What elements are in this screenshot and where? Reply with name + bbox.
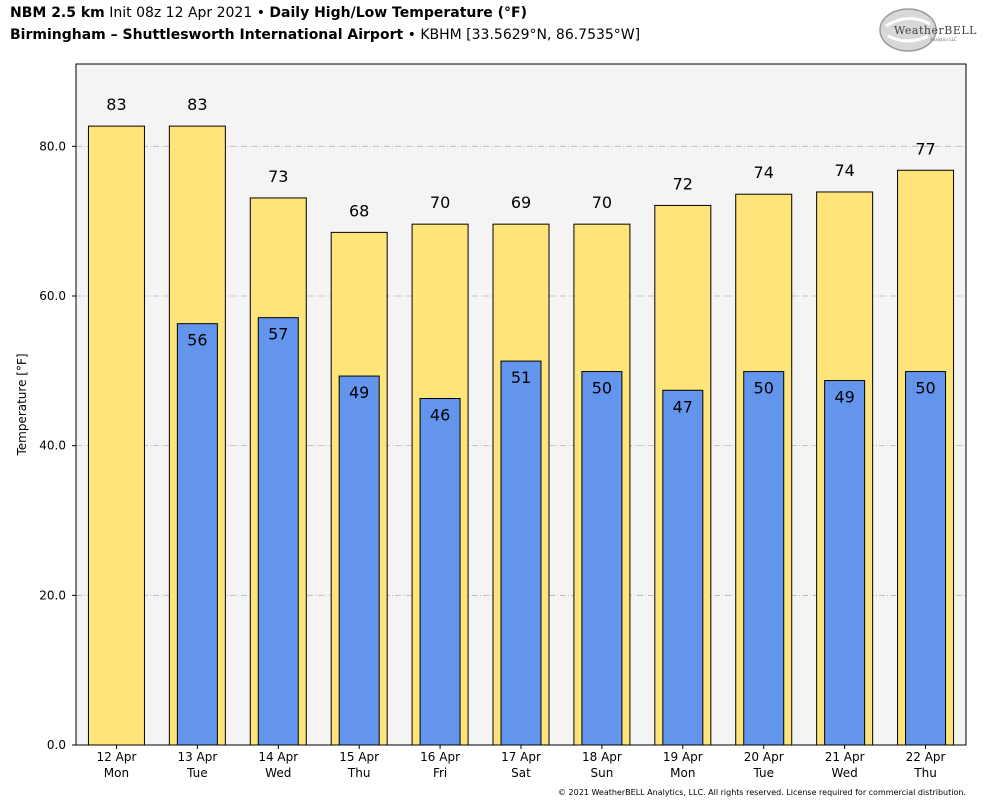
high-temp-label: 77 xyxy=(915,139,935,158)
logo-subtext: Analytics LLC xyxy=(930,37,957,42)
x-tick-day: Mon xyxy=(670,766,695,780)
x-tick-date: 13 Apr xyxy=(177,750,217,764)
low-temp-bar xyxy=(176,323,218,746)
low-temp-bar xyxy=(257,317,299,746)
model-name: NBM 2.5 km xyxy=(10,5,105,21)
x-tick-day: Mon xyxy=(104,766,129,780)
separator: • xyxy=(407,27,416,43)
x-tick-date: 15 Apr xyxy=(339,750,379,764)
x-tick-day: Sun xyxy=(590,766,613,780)
x-tick-date: 17 Apr xyxy=(501,750,541,764)
high-temp-label: 70 xyxy=(430,193,450,212)
x-tick-date: 18 Apr xyxy=(582,750,622,764)
low-temp-label: 49 xyxy=(834,388,854,407)
high-temp-label: 74 xyxy=(834,161,854,180)
low-temp-label: 57 xyxy=(268,325,288,344)
low-temp-bar xyxy=(743,371,785,746)
x-tick-date: 19 Apr xyxy=(663,750,703,764)
high-temp-label: 73 xyxy=(268,167,288,186)
x-tick-day: Fri xyxy=(433,766,447,780)
location-name: Birmingham – Shuttlesworth International… xyxy=(10,27,404,43)
x-tick-date: 16 Apr xyxy=(420,750,460,764)
logo-text: WeatherBELL xyxy=(894,24,977,37)
low-temp-label: 56 xyxy=(187,331,207,350)
low-temp-bar xyxy=(500,360,542,746)
y-tick-label: 40.0 xyxy=(39,439,66,453)
init-time: Init 08z 12 Apr 2021 xyxy=(109,5,253,21)
x-tick-date: 12 Apr xyxy=(97,750,137,764)
high-temp-label: 83 xyxy=(187,95,207,114)
high-temp-bar xyxy=(87,125,145,746)
low-temp-label: 49 xyxy=(349,383,369,402)
low-temp-bar xyxy=(662,389,704,746)
y-tick-label: 80.0 xyxy=(39,139,66,153)
x-tick-date: 21 Apr xyxy=(825,750,865,764)
high-temp-label: 72 xyxy=(673,174,693,193)
high-temp-label: 83 xyxy=(106,95,126,114)
copyright-notice: © 2021 WeatherBELL Analytics, LLC. All r… xyxy=(558,788,966,797)
separator: • xyxy=(256,5,265,21)
x-tick-day: Tue xyxy=(186,766,208,780)
low-temp-label: 51 xyxy=(511,368,531,387)
high-temp-label: 68 xyxy=(349,201,369,220)
x-tick-date: 14 Apr xyxy=(258,750,298,764)
x-tick-day: Sat xyxy=(511,766,531,780)
x-tick-day: Wed xyxy=(832,766,858,780)
low-temp-label: 50 xyxy=(754,379,774,398)
low-temp-label: 47 xyxy=(673,397,693,416)
y-axis-label: Temperature [°F] xyxy=(15,353,29,456)
low-temp-bar xyxy=(905,371,947,746)
x-tick-day: Tue xyxy=(752,766,774,780)
chart-title-line-2: Birmingham – Shuttlesworth International… xyxy=(10,27,640,43)
low-temp-bar xyxy=(581,371,623,746)
high-temp-label: 70 xyxy=(592,193,612,212)
product-name: Daily High/Low Temperature (°F) xyxy=(269,5,527,21)
low-temp-bar xyxy=(419,398,461,746)
low-temp-label: 50 xyxy=(915,379,935,398)
x-tick-date: 22 Apr xyxy=(906,750,946,764)
low-temp-bar xyxy=(824,380,866,746)
high-temp-label: 69 xyxy=(511,193,531,212)
high-temp-label: 74 xyxy=(754,163,774,182)
y-tick-label: 0.0 xyxy=(47,738,66,752)
y-tick-label: 60.0 xyxy=(39,289,66,303)
x-tick-day: Thu xyxy=(913,766,937,780)
low-temp-label: 50 xyxy=(592,379,612,398)
station-info: KBHM [33.5629°N, 86.7535°W] xyxy=(420,27,641,43)
x-tick-day: Wed xyxy=(265,766,291,780)
chart-title-line-1: NBM 2.5 km Init 08z 12 Apr 2021 • Daily … xyxy=(10,5,527,21)
y-tick-label: 20.0 xyxy=(39,588,66,602)
x-tick-day: Thu xyxy=(347,766,371,780)
low-temp-label: 46 xyxy=(430,406,450,425)
plot-frame xyxy=(75,63,967,746)
low-temp-bar xyxy=(338,375,380,746)
x-tick-date: 20 Apr xyxy=(744,750,784,764)
weatherbell-logo xyxy=(879,8,937,52)
